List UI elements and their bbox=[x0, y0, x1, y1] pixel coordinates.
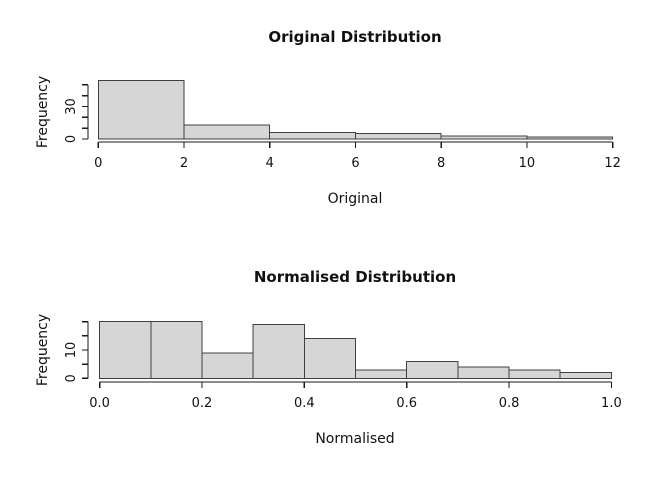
x-axis-tick-label: 4 bbox=[266, 156, 274, 171]
x-axis-tick-label: 0.4 bbox=[294, 396, 315, 411]
histogram-bar bbox=[354, 133, 442, 140]
histogram-bar bbox=[406, 360, 459, 379]
histogram-bar bbox=[526, 136, 614, 140]
histogram-bar bbox=[252, 324, 305, 379]
original-y-axis-title: Frequency bbox=[35, 76, 51, 148]
histogram-bar bbox=[97, 79, 185, 140]
histogram-bar bbox=[99, 321, 152, 379]
histogram-bar bbox=[355, 369, 408, 379]
normalised-histogram-panel: Normalised Distribution 0.0 0.2 0.4 0.6 0.8 1… bbox=[0, 240, 672, 480]
x-axis-tick-label: 8 bbox=[437, 156, 445, 171]
x-axis-tick-label: 0.2 bbox=[192, 396, 213, 411]
original-chart-title: Original Distribution bbox=[268, 28, 441, 46]
original-histogram-svg: Original Distribution 0 2 4 6 8 10 12 0 30 Origi… bbox=[35, 28, 621, 207]
original-histogram-panel: Original Distribution 0 2 4 6 8 10 12 0 30 Origi… bbox=[35, 28, 621, 207]
x-axis-tick-label: 2 bbox=[180, 156, 188, 171]
x-axis-tick-label: 0.6 bbox=[396, 396, 417, 411]
x-axis-tick-label: 1.0 bbox=[601, 396, 622, 411]
histogram-bar bbox=[457, 366, 510, 379]
histogram-bar bbox=[303, 338, 357, 379]
y-axis-tick-label: 10 bbox=[64, 342, 79, 359]
normalised-y-axis-title: Frequency bbox=[35, 314, 51, 386]
y-axis-tick-label: 30 bbox=[64, 98, 79, 115]
y-axis-tick-label: 0 bbox=[64, 135, 79, 143]
x-axis-tick-label: 0 bbox=[94, 156, 102, 171]
x-axis-tick-label: 10 bbox=[519, 156, 536, 171]
y-axis-tick-label: 0 bbox=[64, 374, 79, 382]
histogram-bar bbox=[508, 369, 561, 379]
original-plot-area: 0 2 4 6 8 10 12 0 30 bbox=[64, 79, 621, 171]
x-axis-tick-label: 0.8 bbox=[499, 396, 520, 411]
histogram-bar bbox=[269, 131, 356, 140]
histogram-bar bbox=[440, 135, 528, 140]
x-axis-tick-label: 0.0 bbox=[89, 396, 110, 411]
x-axis-tick-label: 12 bbox=[604, 156, 621, 171]
histogram-bar bbox=[559, 372, 612, 379]
original-x-axis-title: Original bbox=[328, 191, 383, 207]
normalised-chart-title: Normalised Distribution bbox=[254, 268, 456, 286]
histogram-bar bbox=[183, 124, 271, 140]
normalised-plot-area: 0.0 0.2 0.4 0.6 0.8 1.0 0 10 bbox=[64, 321, 622, 411]
normalised-x-axis-title: Normalised bbox=[315, 431, 394, 447]
normalised-histogram-svg: Normalised Distribution 0.0 0.2 0.4 0.6 0.8 1… bbox=[35, 268, 622, 447]
x-axis-tick-label: 6 bbox=[351, 156, 359, 171]
histogram-bar bbox=[150, 321, 203, 379]
histogram-bar bbox=[201, 352, 254, 379]
